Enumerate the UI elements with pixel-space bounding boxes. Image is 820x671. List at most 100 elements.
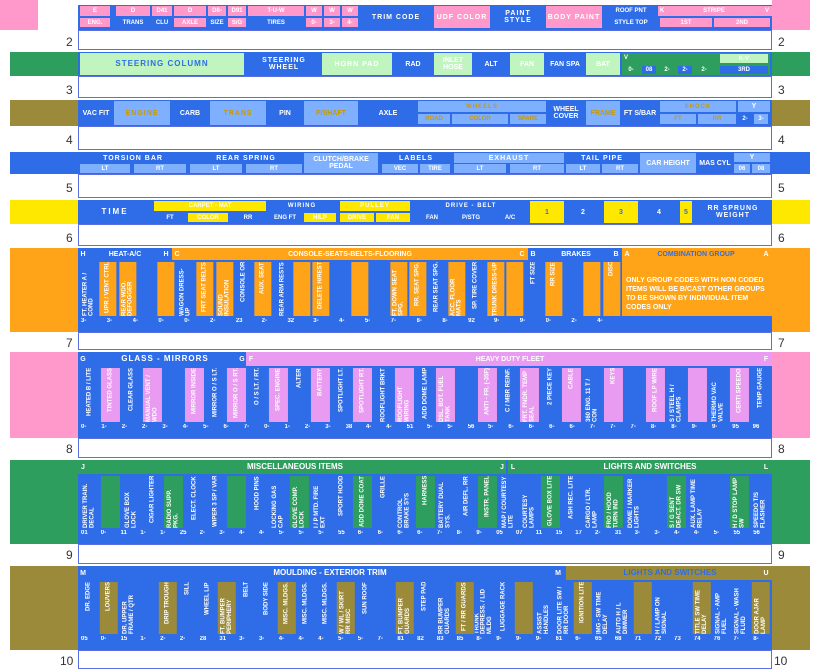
r5-time: TIME <box>101 207 129 216</box>
r1-label-d-trans: D <box>116 6 150 16</box>
row8-item-8: HOOD PINS <box>247 476 267 528</box>
r2-code-2a: 2- <box>664 67 670 73</box>
side-stripe-left-2 <box>10 52 78 76</box>
row8-code-28: 3- <box>634 530 640 536</box>
r1-label-tuw: T-U-W <box>248 6 304 16</box>
r1-label-paint-style: PAINT STYLE <box>504 10 532 24</box>
r3-sub-rr: RR <box>698 114 736 124</box>
r1-sub-3: 3- <box>324 18 340 27</box>
r5-sub-ft: FT <box>166 214 174 221</box>
r3-axle: AXLE <box>378 109 398 117</box>
row8-item-7 <box>226 476 246 528</box>
r5-num-3: 3 <box>604 201 638 223</box>
row6-item-11 <box>292 262 311 316</box>
r9-hdr-moulding: MOULDING - EXTERIOR TRIM <box>273 568 387 577</box>
side-stripe-left-4 <box>10 152 78 174</box>
row8-code-27: 31 <box>614 530 622 536</box>
r1-label-udf-color: UDF COLOR <box>434 6 490 28</box>
r4-entry-row[interactable] <box>78 174 772 198</box>
row9-code-12: 4- <box>318 636 324 642</box>
r2-entry-row[interactable] <box>78 76 772 98</box>
r3-pin: PIN <box>279 109 291 117</box>
r6-hdr-console: CONSOLE-SEATS-BELTS-FLOORING <box>288 250 412 258</box>
r8-lights-header-bg <box>508 460 772 474</box>
row8-item-10: GLOVE COMP. LOCK <box>289 476 309 528</box>
row7-item-5: MIRROR INSIDE <box>184 368 204 422</box>
row9-item-16: FT. BUMPER GUARDS <box>396 582 415 634</box>
row9-item-26: IMG - SW TIME DELAY <box>594 582 612 634</box>
row9-item-7: FT. BUMPER PERIPHERY <box>218 582 237 634</box>
row7-item-6: MIRROR O / S LT. <box>205 368 225 422</box>
r9-entry-row[interactable] <box>78 650 772 669</box>
row8-code-19: 8- <box>456 530 462 536</box>
row9-code-4: 2- <box>160 636 166 642</box>
r7-entry-row[interactable] <box>78 438 772 458</box>
row8-item-23: ASH REC. LITE <box>562 476 582 528</box>
row7-code-29: 8- <box>671 424 677 430</box>
row7-code-10: 1- <box>284 424 290 430</box>
row8-code-11: 5- <box>298 530 304 536</box>
row7-item-11: BATTERY <box>310 368 330 422</box>
r6-hdr-h2: H <box>163 250 169 258</box>
r3-wheel-cover: WHEEL COVER <box>553 106 579 120</box>
r6-hdr-c1: C <box>174 250 180 258</box>
row7-code-1: 1- <box>101 424 107 430</box>
row8-code-21: 05 <box>496 530 503 536</box>
row8-code-29: 3- <box>654 530 660 536</box>
r6-entry-row[interactable] <box>78 332 772 350</box>
row8-code-12: 5- <box>318 530 324 536</box>
r3-entry-row[interactable] <box>78 126 772 150</box>
row7-code-27: 7- <box>630 424 636 430</box>
row8-code-22: 07 <box>515 530 523 536</box>
row6-item-2: REAR WDO. DEFOGGER <box>118 262 137 316</box>
row9-item-27: AUTO H / L DIMMER <box>613 582 632 634</box>
r3-ft-sbar: FT S/BAR <box>623 109 657 117</box>
row7-item-3: MANUAL VENT / WDO <box>142 368 162 422</box>
row9-item-11: MISC. MLDGS. <box>297 582 316 634</box>
row9-item-4: DRIP TROUGH <box>159 582 177 634</box>
row6-item-15 <box>370 262 388 316</box>
r5-num-4: 4 <box>657 208 661 216</box>
side-stripe-left-8 <box>10 460 78 544</box>
row6-item-9: AUX. SEAT <box>254 262 272 316</box>
r4-sub-lt4: LT <box>566 164 600 173</box>
row6-code-18: 0- <box>545 318 551 324</box>
row9-item-15 <box>376 582 395 634</box>
r6-heat-header-bg <box>78 248 174 260</box>
r2-inlet-hose: INLET HOSE <box>434 53 472 75</box>
row8-item-12: SPORT HOOD <box>331 476 351 528</box>
row9-code-5: 2- <box>179 636 186 642</box>
row7-code-8: 7- <box>243 424 250 430</box>
r1-sub-eng: ENG. <box>80 18 110 27</box>
row9-item-3 <box>139 582 158 634</box>
r8-entry-row[interactable] <box>78 544 772 564</box>
r6-hdr-c2: C <box>519 250 525 258</box>
r5-sub-rr: RR <box>243 214 253 221</box>
row6-code-4: 0- <box>184 318 190 324</box>
side-stripe-left-3 <box>10 100 78 126</box>
row6-code-3: 0- <box>158 318 164 324</box>
row9-item-20: TRUNK DEPRESS. / LID MLDG <box>475 582 494 634</box>
r1-label-w3: W <box>342 6 358 16</box>
r3-frame: FRAME <box>586 101 620 125</box>
r5-entry-row[interactable] <box>78 224 772 246</box>
r5-num-5: 5 <box>680 201 692 223</box>
r5-wiring: WIRING <box>287 203 317 209</box>
row9-item-17: STEP PAD <box>416 582 434 634</box>
row9-code-11: 4- <box>298 636 304 642</box>
row7-item-21: FRT. FNDR. TEMP SEAL <box>520 368 540 422</box>
row9-item-1: LOUVERS <box>99 582 118 634</box>
row8-code-32: 5- <box>713 530 720 536</box>
row9-code-1: 0- <box>100 636 107 642</box>
r7-hdr-glass-mirrors: GLASS - MIRRORS <box>121 354 209 363</box>
row7-item-23: CABLE <box>562 368 582 422</box>
row9-code-16: 81 <box>397 636 405 642</box>
r1-entry-row[interactable] <box>78 30 772 50</box>
row7-code-0: 0- <box>81 424 87 430</box>
row6-code-2: 4- <box>132 318 138 324</box>
r1-sub-trans: TRANS <box>122 19 144 26</box>
row9-code-24: 61 <box>555 636 563 642</box>
row7-item-25: KEYS <box>604 368 624 422</box>
r2-code-2c: 2- <box>701 67 707 73</box>
row7-code-13: 38 <box>345 424 353 430</box>
